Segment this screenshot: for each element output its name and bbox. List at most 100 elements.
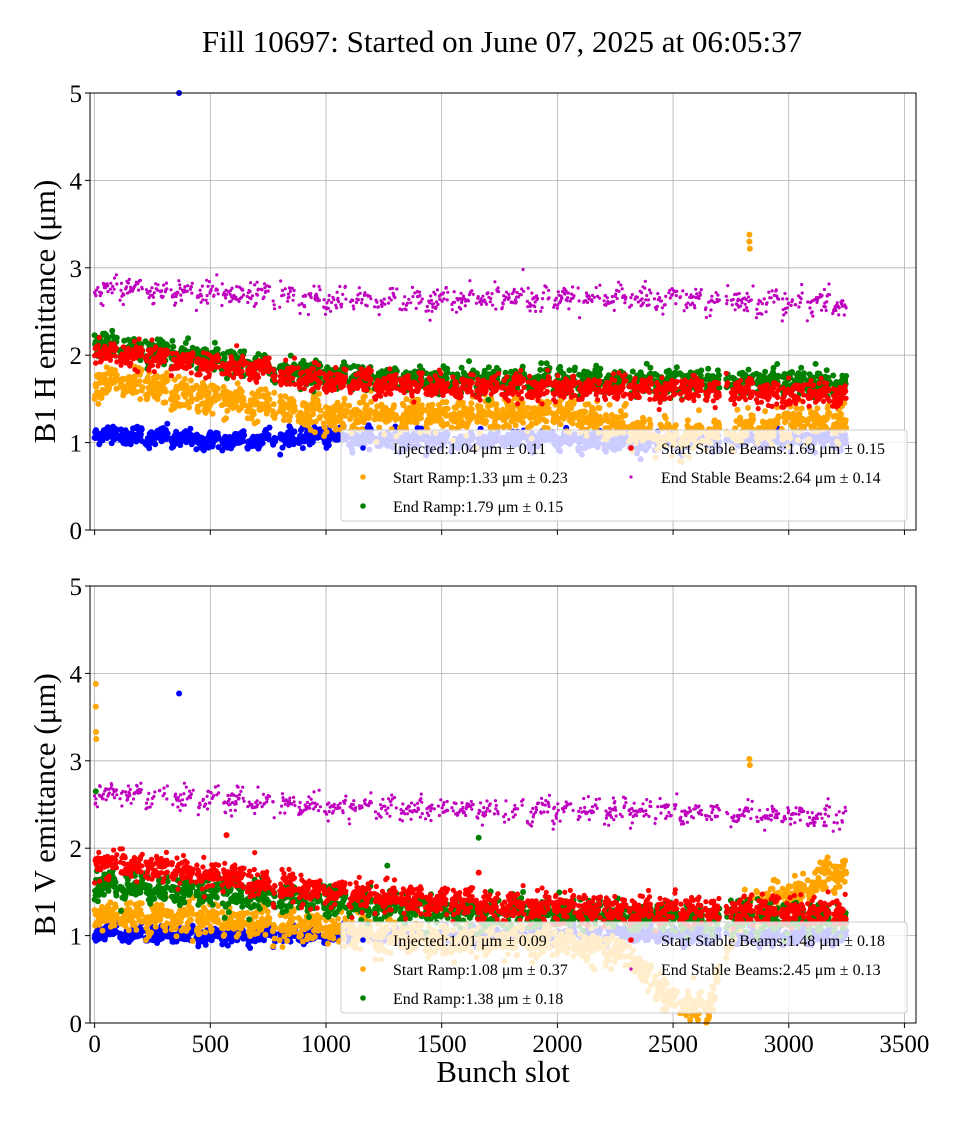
start_stable-point	[240, 354, 245, 359]
start_ramp-point	[696, 407, 702, 413]
end_ramp-point	[109, 328, 115, 334]
start_ramp-point	[838, 411, 844, 417]
start_ramp-point	[520, 420, 526, 426]
start_ramp-point	[443, 399, 449, 405]
start_stable-point	[121, 344, 126, 349]
figure-title: Fill 10697: Started on June 07, 2025 at …	[202, 24, 802, 59]
injected-point	[326, 442, 332, 448]
start_stable-point	[388, 391, 393, 396]
start_ramp-point	[163, 389, 169, 395]
start_ramp-point	[333, 427, 339, 433]
start_stable-point	[288, 382, 293, 387]
end_ramp-point	[647, 365, 653, 371]
start_stable-point	[296, 365, 301, 370]
start_ramp-point	[316, 391, 322, 397]
start_stable-point	[169, 373, 174, 378]
start_ramp-point	[255, 419, 261, 425]
start_ramp-point	[134, 389, 140, 395]
end_ramp-point	[185, 335, 191, 341]
start_ramp-point	[647, 421, 653, 427]
start_ramp-point	[165, 377, 171, 383]
start_ramp-point	[799, 406, 805, 412]
start_ramp-point	[495, 424, 501, 430]
start_stable-point	[368, 377, 373, 382]
start_ramp-point	[265, 391, 271, 397]
end_ramp-point	[798, 365, 804, 371]
start_ramp-point	[206, 389, 212, 395]
start_ramp-point	[137, 378, 143, 384]
start_stable-point	[378, 394, 383, 399]
start_ramp-point	[317, 407, 323, 413]
start_stable-point	[410, 393, 415, 398]
start_stable-point	[153, 344, 158, 349]
start_ramp-point	[341, 424, 347, 430]
start_stable-point	[187, 364, 192, 369]
end_ramp-point	[170, 344, 176, 350]
start_ramp-point	[734, 407, 740, 413]
start_stable-point	[140, 348, 145, 353]
start_ramp-point	[188, 378, 194, 384]
start_stable-point	[438, 371, 443, 376]
end_ramp-point	[830, 373, 836, 379]
start_stable-point	[411, 399, 416, 404]
start_stable-point	[428, 377, 433, 382]
start_stable-point	[113, 354, 118, 359]
end_ramp-point	[762, 369, 768, 375]
start_ramp-point	[267, 396, 273, 402]
start_stable-point	[393, 372, 398, 377]
start_stable-point	[318, 380, 323, 385]
start_ramp-point	[513, 422, 519, 428]
end_ramp-point	[843, 373, 849, 379]
start_stable-point	[216, 355, 221, 360]
end_ramp-point	[801, 370, 807, 376]
start_stable-point	[420, 370, 425, 375]
start_stable-point	[240, 369, 245, 374]
start_ramp-point	[137, 396, 143, 402]
injected-point	[277, 452, 283, 458]
injected-point	[260, 440, 266, 446]
start_stable-point	[149, 337, 154, 342]
end_ramp-point	[789, 369, 795, 375]
end_ramp-point	[774, 361, 780, 367]
start_stable-point	[292, 356, 297, 361]
end_ramp-point	[459, 365, 465, 371]
injected-point	[139, 427, 145, 433]
end_ramp-point	[746, 367, 752, 373]
start_ramp-point	[342, 396, 348, 402]
start_ramp-point	[310, 411, 316, 417]
end_ramp-point	[597, 366, 603, 372]
start_stable-point	[364, 387, 369, 392]
end_ramp-point	[485, 397, 491, 403]
start_ramp-point	[558, 421, 564, 427]
start_stable-point	[191, 352, 196, 357]
start_stable-point	[234, 343, 239, 348]
start_ramp-point	[271, 390, 277, 396]
end_ramp-point	[114, 335, 120, 341]
start_stable-point	[114, 345, 119, 350]
start_ramp-point	[271, 401, 277, 407]
start_ramp-point	[251, 411, 257, 417]
injected-point	[267, 425, 273, 431]
start_stable-point	[272, 378, 277, 383]
start_ramp-point	[546, 400, 552, 406]
start_ramp-point	[292, 407, 298, 413]
start_ramp-point	[673, 422, 679, 428]
end_ramp-point	[705, 366, 711, 372]
start_ramp-point	[223, 415, 229, 421]
start_ramp-point	[114, 372, 120, 378]
start_stable-point	[271, 368, 276, 373]
start_ramp-point	[224, 408, 230, 414]
start_stable-point	[311, 366, 316, 371]
start_stable-point	[273, 373, 278, 378]
start_ramp-point	[210, 411, 216, 417]
start_ramp-point	[429, 402, 435, 408]
start_ramp-point	[762, 408, 768, 414]
start_ramp-point	[195, 409, 201, 415]
end_ramp-point	[215, 346, 221, 352]
end_ramp-point	[813, 361, 819, 367]
start_stable-point	[97, 335, 102, 340]
start_ramp-point	[404, 396, 410, 402]
start_ramp-point	[521, 414, 527, 420]
